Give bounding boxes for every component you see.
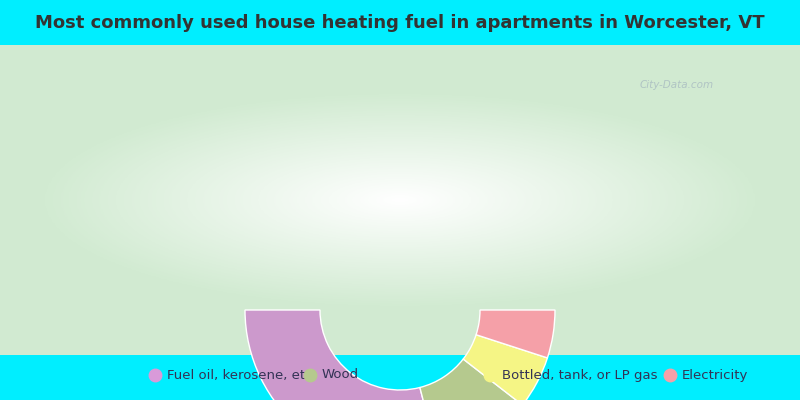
Bar xyxy=(0,0,800,45)
Wedge shape xyxy=(476,310,555,358)
Wedge shape xyxy=(245,310,438,400)
Bar xyxy=(0,355,800,400)
Text: Bottled, tank, or LP gas: Bottled, tank, or LP gas xyxy=(502,368,658,382)
Wedge shape xyxy=(463,335,547,400)
Text: Most commonly used house heating fuel in apartments in Worcester, VT: Most commonly used house heating fuel in… xyxy=(35,14,765,32)
Wedge shape xyxy=(420,359,522,400)
Text: City-Data.com: City-Data.com xyxy=(640,80,714,90)
Text: Wood: Wood xyxy=(322,368,359,382)
Text: Electricity: Electricity xyxy=(682,368,748,382)
Text: Fuel oil, kerosene, etc.: Fuel oil, kerosene, etc. xyxy=(167,368,317,382)
